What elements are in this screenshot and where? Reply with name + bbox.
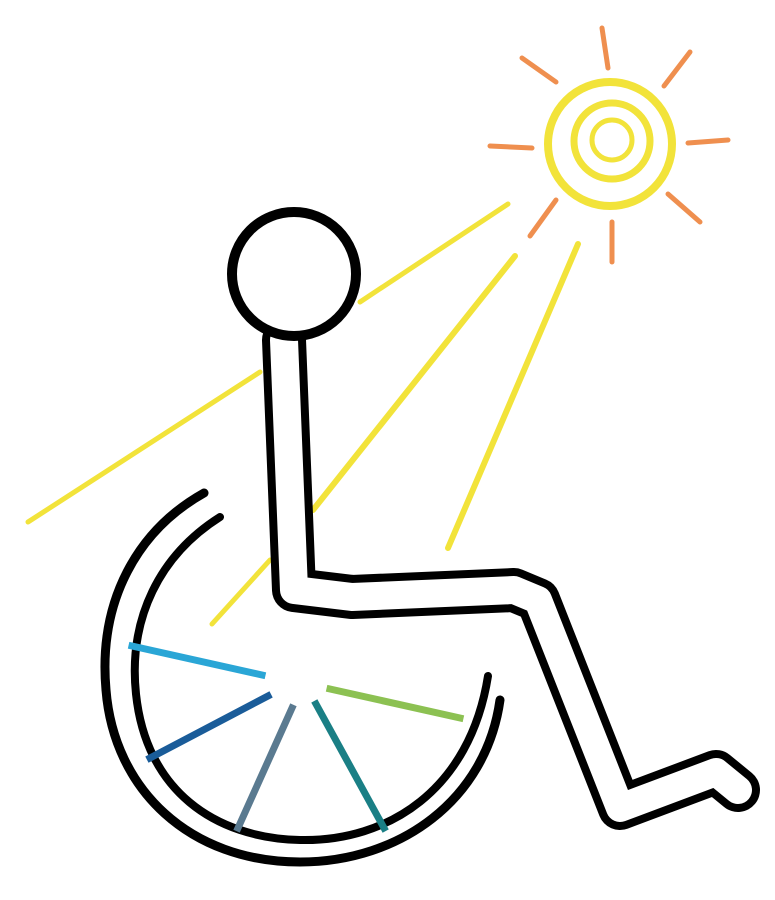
sun-short-rays — [487, 25, 731, 265]
figure-head — [227, 207, 361, 341]
wheel-outer-arc — [100, 488, 505, 867]
wheel-inner-arc — [130, 513, 492, 845]
light-beam-upper — [357, 201, 511, 305]
sun-outer-ring — [544, 78, 676, 210]
spoke-slate — [233, 703, 297, 833]
wheel-spokes — [127, 641, 465, 833]
wheelchair-wheel — [100, 488, 505, 867]
sun-icon — [487, 25, 731, 265]
wheelchair-user-icon — [227, 207, 760, 830]
figure-body-fill — [270, 326, 752, 822]
spoke-teal — [311, 699, 389, 833]
light-beam-left — [25, 369, 263, 525]
sun-inner-ring — [570, 99, 654, 183]
spoke-dark-blue — [145, 691, 273, 763]
light-beam-lower — [209, 557, 273, 627]
spoke-green — [325, 684, 465, 723]
sun-center-ring — [589, 117, 635, 163]
spoke-light-blue — [127, 641, 267, 680]
light-beam-middle — [310, 253, 518, 513]
figure-body-outline — [262, 318, 760, 830]
light-beams — [25, 201, 581, 627]
light-beam-right — [445, 241, 581, 551]
